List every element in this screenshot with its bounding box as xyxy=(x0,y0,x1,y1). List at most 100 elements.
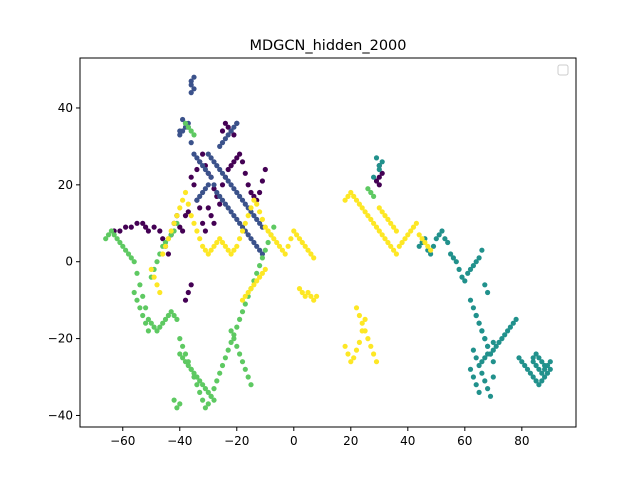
data-point xyxy=(214,163,220,169)
data-point xyxy=(197,378,203,384)
data-point xyxy=(490,374,496,380)
data-point xyxy=(214,189,220,196)
data-point xyxy=(245,374,251,380)
data-point xyxy=(348,359,354,365)
data-point xyxy=(185,362,191,369)
data-point xyxy=(485,351,491,357)
data-point xyxy=(376,182,382,188)
data-point xyxy=(379,170,385,176)
data-point xyxy=(408,228,414,234)
data-point xyxy=(470,263,476,269)
data-point xyxy=(248,382,254,388)
data-point xyxy=(191,86,197,92)
data-point xyxy=(228,209,234,215)
data-point xyxy=(308,251,314,257)
data-point xyxy=(342,343,348,349)
data-point xyxy=(299,239,305,246)
data-point xyxy=(476,389,482,395)
y-tick-label: −20 xyxy=(48,332,73,346)
data-point xyxy=(208,213,214,219)
data-point xyxy=(459,274,465,280)
data-point xyxy=(533,362,539,369)
data-point xyxy=(302,293,308,299)
data-point xyxy=(445,239,451,246)
data-point xyxy=(254,201,260,207)
data-point xyxy=(197,205,203,211)
data-point xyxy=(217,143,223,149)
data-point xyxy=(222,355,228,361)
data-point xyxy=(470,305,476,311)
data-point xyxy=(211,397,217,403)
data-point xyxy=(271,236,277,242)
data-point xyxy=(479,328,485,334)
data-point xyxy=(479,370,485,376)
data-point xyxy=(442,236,448,242)
data-point xyxy=(162,239,169,246)
data-point xyxy=(217,236,223,242)
data-point xyxy=(131,259,137,265)
data-point xyxy=(376,163,382,169)
data-point xyxy=(296,286,303,292)
data-point xyxy=(222,201,228,207)
data-point xyxy=(202,186,208,192)
data-point xyxy=(271,224,277,230)
data-point xyxy=(197,389,203,395)
data-point xyxy=(362,328,368,334)
data-point xyxy=(217,370,223,376)
data-point xyxy=(539,378,545,384)
data-point xyxy=(430,243,437,249)
data-point xyxy=(476,362,482,369)
data-point xyxy=(143,305,149,311)
data-point xyxy=(200,189,206,196)
data-point xyxy=(117,228,123,234)
data-point xyxy=(507,324,513,330)
data-point xyxy=(279,247,285,253)
data-point xyxy=(228,339,234,345)
data-point xyxy=(177,351,183,357)
data-point xyxy=(157,228,163,234)
data-point xyxy=(222,120,228,126)
x-tick-label: −40 xyxy=(167,434,192,448)
data-point xyxy=(493,343,499,349)
data-point xyxy=(194,166,200,173)
data-point xyxy=(160,320,166,326)
data-point xyxy=(128,224,134,230)
data-point xyxy=(351,355,357,361)
x-tick-label: −20 xyxy=(224,434,249,448)
data-point xyxy=(542,374,548,380)
data-point xyxy=(165,251,171,257)
data-point xyxy=(231,336,237,342)
data-point xyxy=(151,274,157,280)
data-point xyxy=(168,232,174,238)
data-point xyxy=(527,370,534,376)
data-point xyxy=(171,397,177,403)
data-point xyxy=(171,220,177,226)
data-point xyxy=(234,243,240,249)
data-point xyxy=(188,174,194,180)
data-point xyxy=(268,232,274,238)
data-point xyxy=(373,224,380,230)
data-point xyxy=(182,297,189,303)
data-point xyxy=(376,205,382,211)
data-point xyxy=(371,220,377,226)
data-point xyxy=(365,213,371,219)
data-point xyxy=(499,336,505,342)
y-tick-label: 40 xyxy=(58,101,73,115)
data-point xyxy=(245,182,251,188)
plot-frame xyxy=(79,57,577,428)
data-point xyxy=(128,255,134,261)
data-point xyxy=(231,159,237,165)
y-axis: −40 −20 0 20 40 xyxy=(48,101,80,422)
data-point xyxy=(162,316,169,322)
data-point xyxy=(476,320,482,326)
data-point xyxy=(516,355,522,361)
data-point xyxy=(160,236,166,242)
data-point xyxy=(373,178,380,184)
data-point xyxy=(197,193,203,199)
data-point xyxy=(225,247,231,253)
data-point xyxy=(368,216,374,222)
data-point xyxy=(219,170,226,176)
data-point xyxy=(371,193,377,199)
x-tick-label: 40 xyxy=(400,434,415,448)
data-point xyxy=(368,189,374,196)
